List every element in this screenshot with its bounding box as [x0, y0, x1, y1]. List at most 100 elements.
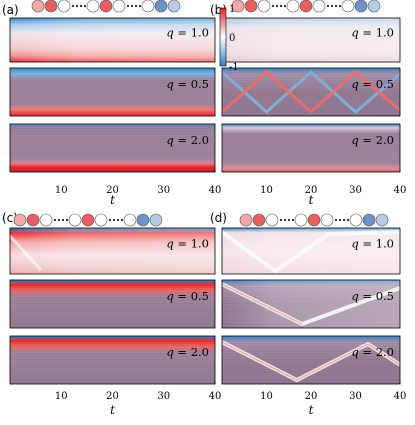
- q-label: q = 1.0: [351, 236, 394, 250]
- x-tick-label: 10: [260, 391, 273, 402]
- chain-site: [375, 213, 389, 227]
- chain-dot: [283, 218, 287, 222]
- chain-site: [239, 213, 253, 227]
- heatmap-fade: [222, 228, 400, 274]
- x-tick-label: 30: [157, 391, 170, 402]
- chain-dot: [126, 4, 130, 8]
- chain-dot: [120, 218, 124, 222]
- x-tick-label: 40: [394, 185, 407, 196]
- chain-site: [320, 213, 334, 227]
- chain-site: [112, 0, 126, 13]
- heatmap-frame: [221, 123, 401, 173]
- colorbar-tick-label: 1: [229, 4, 235, 15]
- q-label: q = 0.5: [351, 289, 394, 303]
- x-tick-label: 20: [305, 185, 318, 196]
- heatmap-0-1: q = 0.5: [9, 67, 216, 117]
- chain-dot: [57, 218, 61, 222]
- x-tick-label: 20: [106, 391, 119, 402]
- chain-site: [141, 0, 155, 13]
- chain-site: [99, 0, 113, 13]
- panel-label: (a): [2, 3, 19, 17]
- chain-site: [68, 213, 82, 227]
- q-label: q = 1.0: [166, 25, 209, 39]
- heatmap-2-0: q = 1.0: [9, 227, 216, 275]
- panel-d: (d) 10 20 30 40 t: [210, 211, 406, 417]
- x-axis-label: t: [110, 193, 115, 207]
- heatmap-fade: [222, 18, 400, 62]
- chain-dot: [130, 4, 134, 8]
- wavefront: [222, 69, 400, 115]
- x-axis-label: t: [309, 403, 314, 417]
- chain-site: [354, 0, 368, 13]
- heatmap-frame: [9, 227, 216, 275]
- heatmap-2-1: q = 0.5: [9, 279, 216, 329]
- chain-dot: [275, 4, 279, 8]
- colorbar: 1 0 -1: [219, 4, 239, 73]
- x-tick-label: 30: [349, 185, 362, 196]
- chain-site: [136, 213, 150, 227]
- q-label: q = 1.0: [166, 236, 209, 250]
- heatmap-frame: [9, 279, 216, 329]
- chain-dot: [83, 4, 87, 8]
- heatmap-field: [10, 68, 215, 116]
- chain-dot: [138, 4, 142, 8]
- q-label: q = 0.5: [351, 77, 394, 91]
- chain-dot: [283, 4, 287, 8]
- chain-dot: [134, 4, 138, 8]
- chain-dot: [330, 4, 334, 8]
- x-tick-label: 10: [260, 185, 273, 196]
- chain-site: [231, 0, 245, 13]
- chain-site: [252, 213, 266, 227]
- q-label: q = 2.0: [351, 133, 394, 147]
- chain-site: [123, 213, 137, 227]
- heatmap-field: [10, 336, 215, 384]
- chain-site: [167, 0, 181, 13]
- heatmap-frame: [221, 227, 401, 275]
- x-tick-label: 10: [55, 391, 68, 402]
- chain-dot: [116, 218, 120, 222]
- chain-dot: [279, 4, 283, 8]
- spin-chain-icon: [231, 0, 381, 13]
- colorbar-gradient: [219, 7, 227, 67]
- chain-site: [299, 0, 313, 13]
- heatmap-field: [222, 124, 400, 172]
- chain-site: [39, 213, 53, 227]
- q-label: q = 2.0: [166, 345, 209, 359]
- chain-dot: [65, 218, 69, 222]
- heatmap-frame: [9, 123, 216, 173]
- chain-dot: [338, 4, 342, 8]
- heatmap-3-0: q = 1.0: [221, 227, 401, 275]
- heatmap-frame: [9, 335, 216, 385]
- q-label: q = 1.0: [351, 25, 394, 39]
- chain-site: [307, 213, 321, 227]
- chain-dot: [61, 218, 65, 222]
- chain-dot: [342, 218, 346, 222]
- chain-site: [312, 0, 326, 13]
- panel-c: (c)10 20 30 40t: [2, 211, 221, 417]
- chain-site: [57, 0, 71, 13]
- heatmap-frame: [221, 279, 401, 329]
- wavefront: [222, 230, 400, 274]
- spin-chain-icon: [13, 213, 163, 227]
- wavefront: [10, 234, 42, 272]
- heatmap-field: [222, 68, 400, 116]
- x-tick-label: 20: [106, 185, 119, 196]
- chain-dot: [279, 218, 283, 222]
- x-tick-label: 30: [157, 185, 170, 196]
- x-axis-label: t: [110, 403, 115, 417]
- heatmap-3-1: q = 0.5: [221, 279, 401, 329]
- chain-site: [44, 0, 58, 13]
- heatmap-0-0: q = 1.0: [9, 17, 216, 63]
- heatmap-1-2: q = 2.0: [221, 123, 401, 173]
- chain-site: [154, 0, 168, 13]
- q-label: q = 0.5: [166, 289, 209, 303]
- chain-dot: [338, 218, 342, 222]
- chain-dot: [326, 4, 330, 8]
- chain-dot: [287, 218, 291, 222]
- chain-site: [244, 0, 258, 13]
- heatmap-frame: [9, 67, 216, 117]
- heatmap-1-1: q = 0.5: [221, 67, 401, 117]
- chain-site: [86, 0, 100, 13]
- chain-site: [149, 213, 163, 227]
